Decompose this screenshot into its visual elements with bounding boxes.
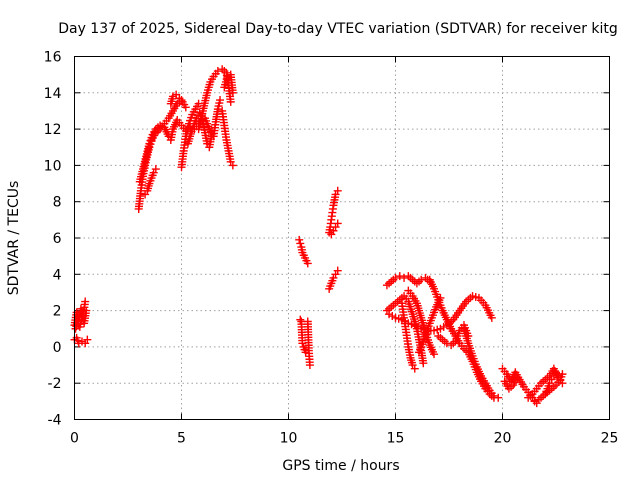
- x-tick-label: 5: [177, 431, 186, 447]
- series-arc-g3: [530, 370, 567, 406]
- tick-labels: 0 5 10 15 20 25 -4 -2 0 2 4 6 8 10 12 14 16: [44, 50, 619, 447]
- series-arc-c5: [194, 65, 235, 134]
- data-point-marker: [558, 370, 567, 379]
- series-arc-c8: [220, 70, 237, 97]
- x-tick-label: 15: [387, 431, 405, 447]
- series-arc-c6: [201, 96, 225, 141]
- series-arc-c2: [166, 90, 190, 112]
- data-point-marker: [494, 393, 503, 402]
- data-point-marker: [552, 368, 560, 377]
- y-tick-label: 2: [53, 304, 62, 320]
- data-point-marker: [333, 186, 342, 195]
- data-point-marker: [489, 391, 498, 400]
- data-point-marker: [81, 297, 90, 306]
- y-tick-label: -2: [48, 376, 62, 392]
- data-point-marker: [419, 359, 428, 368]
- y-tick-label: 10: [44, 158, 62, 174]
- y-tick-label: 8: [53, 195, 62, 211]
- series-arc-b1: [134, 96, 186, 213]
- x-tick-label: 20: [494, 431, 512, 447]
- series-arc-e1: [325, 186, 342, 237]
- y-tick-label: -4: [48, 413, 62, 429]
- plot-frame: [74, 56, 610, 420]
- series-arc-g5: [541, 368, 560, 399]
- data-point-marker: [156, 121, 165, 130]
- x-tick-label: 25: [601, 431, 619, 447]
- data-point-marker: [82, 306, 91, 315]
- series-arc-f2: [382, 292, 428, 368]
- chart-title: Day 137 of 2025, Sidereal Day-to-day VTE…: [58, 21, 618, 37]
- y-axis-label: SDTVAR / TECUs: [6, 181, 22, 296]
- y-tick-label: 14: [44, 86, 62, 102]
- series-arc-e3: [327, 219, 342, 239]
- data-point-marker: [228, 161, 237, 170]
- data-point-marker: [430, 350, 439, 359]
- data-point-marker: [296, 239, 305, 248]
- data-point-marker: [487, 313, 496, 322]
- data-point-marker: [391, 273, 400, 282]
- series-arc-f3: [397, 299, 419, 373]
- data-points: [70, 65, 567, 408]
- series-arc-a2: [71, 306, 91, 333]
- data-point-marker: [530, 397, 539, 406]
- data-point-marker: [305, 361, 314, 370]
- series-arc-e2: [325, 266, 342, 293]
- data-point-marker: [395, 272, 404, 281]
- series-arc-g4: [500, 373, 522, 393]
- data-point-marker: [83, 335, 92, 344]
- data-point-marker: [513, 373, 522, 382]
- data-point-marker: [333, 266, 342, 275]
- data-point-marker: [226, 97, 235, 106]
- series-arc-a3: [70, 333, 92, 348]
- data-point-marker: [295, 235, 304, 244]
- series-arc-d1: [295, 235, 312, 268]
- series-arc-f9: [459, 324, 498, 400]
- y-tick-label: 6: [53, 231, 62, 247]
- series-arc-f6: [385, 292, 496, 335]
- data-point-marker: [216, 96, 225, 105]
- y-tick-label: 16: [44, 50, 62, 66]
- series-arc-b3: [141, 165, 160, 199]
- y-tick-label: 4: [53, 267, 62, 283]
- x-tick-label: 10: [280, 431, 298, 447]
- data-point-marker: [181, 103, 190, 112]
- series-arc-d3: [303, 317, 314, 370]
- y-tick-label: 12: [44, 122, 62, 138]
- x-axis-label: GPS time / hours: [282, 458, 399, 474]
- x-tick-label: 0: [70, 431, 79, 447]
- data-point-marker: [410, 364, 419, 373]
- y-tick-label: 0: [53, 340, 62, 356]
- data-point-marker: [333, 219, 342, 228]
- grid-lines: [74, 56, 610, 420]
- data-point-marker: [296, 315, 305, 324]
- data-point-marker: [151, 165, 160, 174]
- series-arc-c7: [218, 106, 237, 170]
- data-point-marker: [228, 88, 237, 97]
- data-point-marker: [303, 259, 312, 268]
